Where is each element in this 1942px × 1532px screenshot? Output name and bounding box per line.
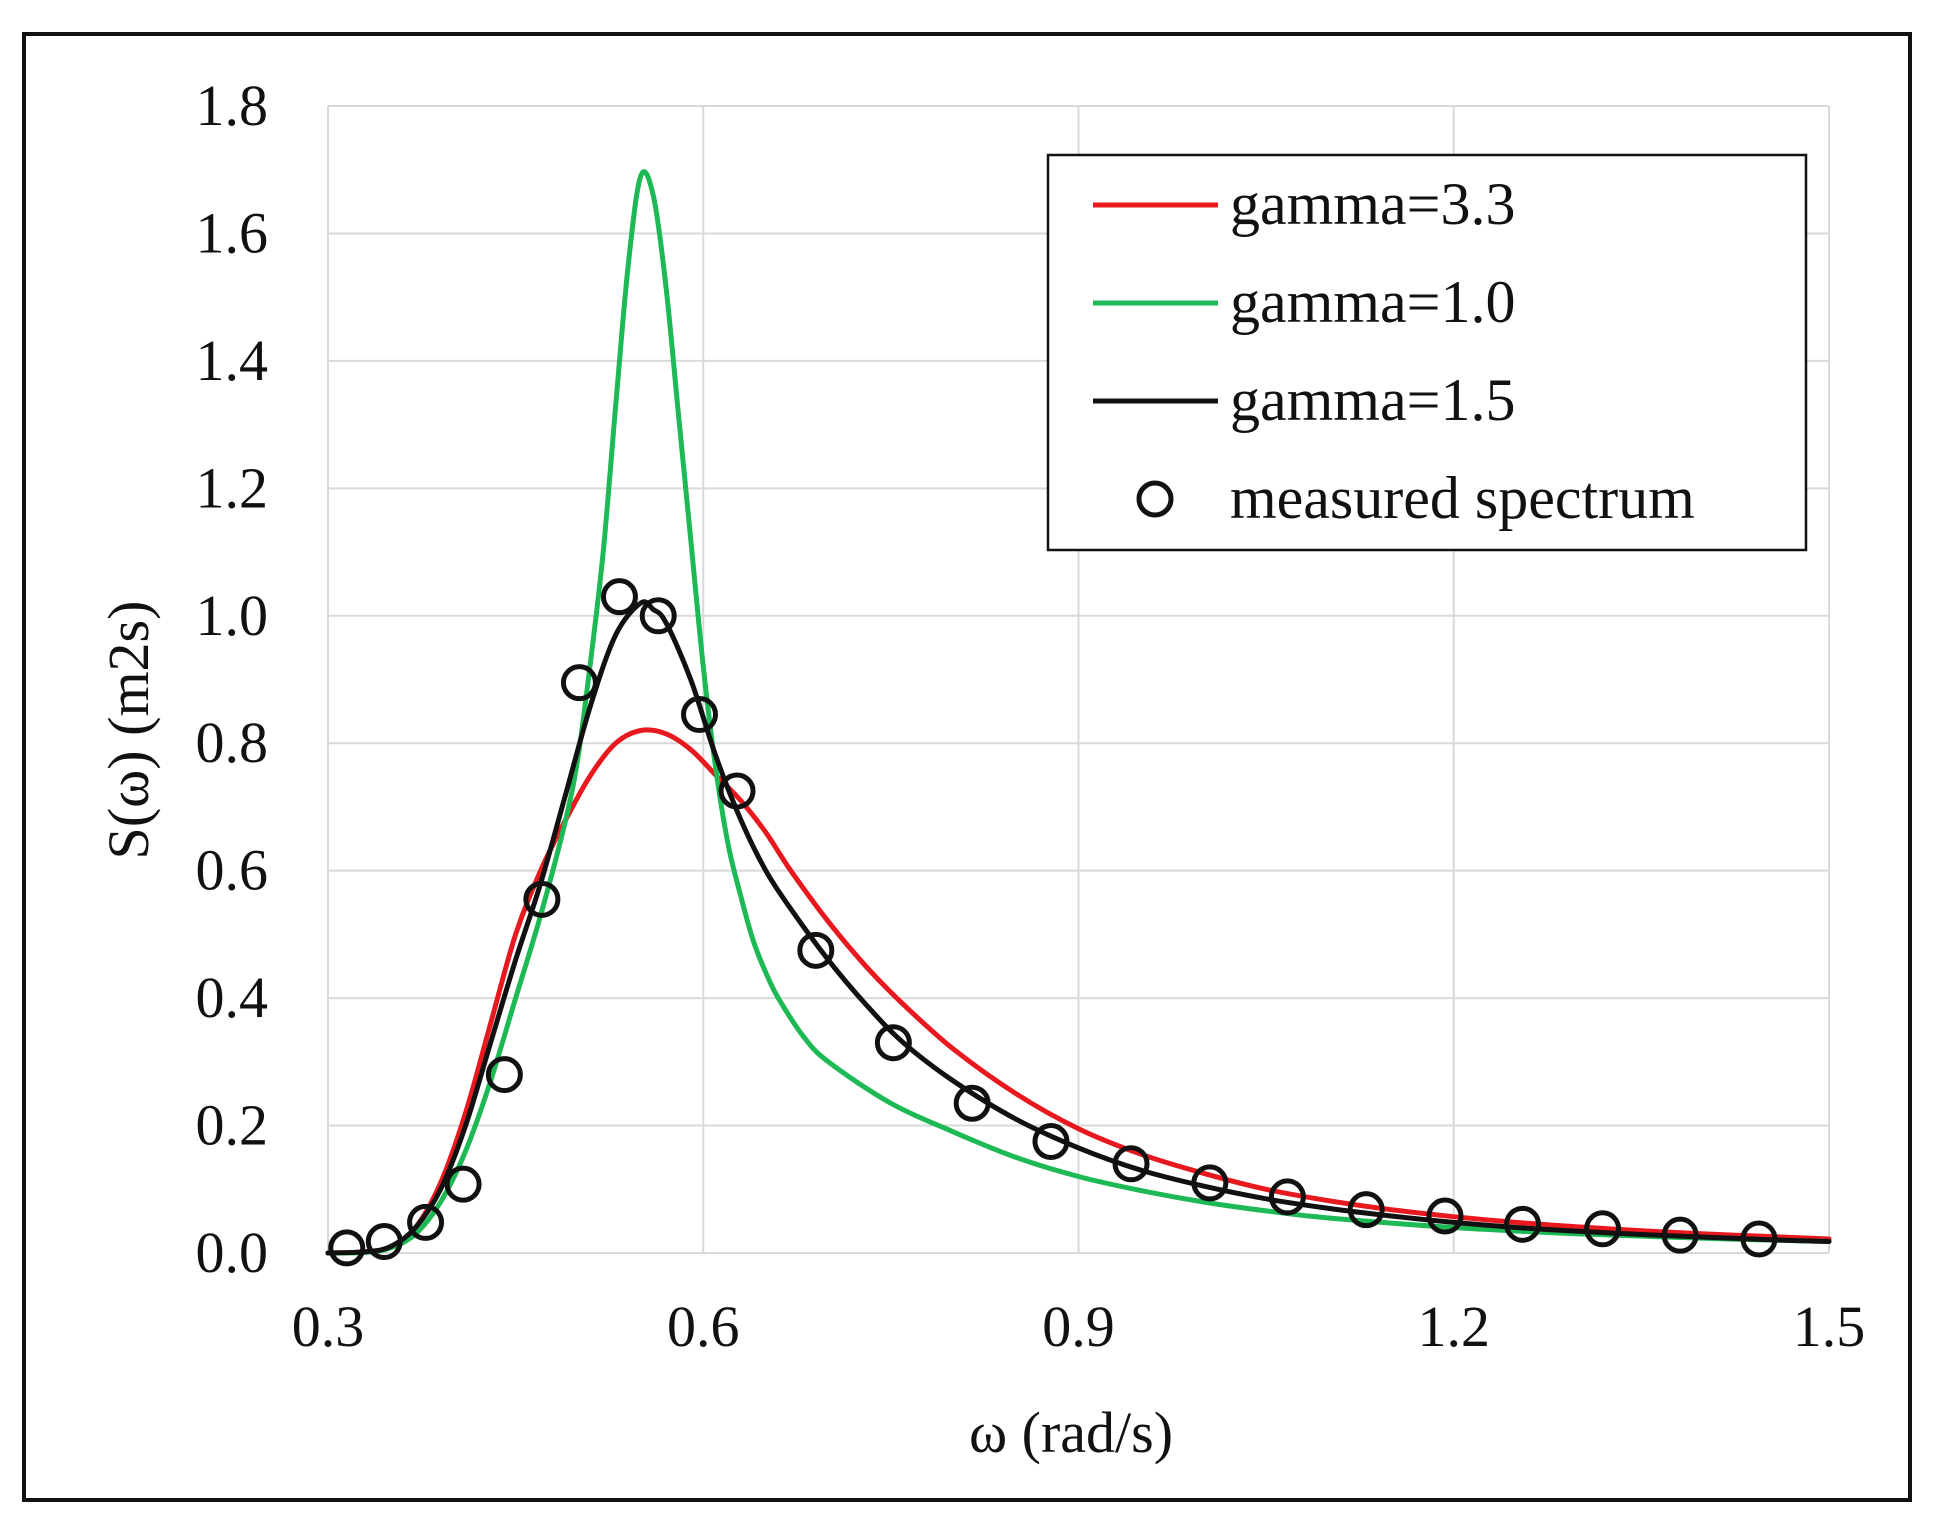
measured-point [1112,1145,1150,1183]
measured-point [1268,1178,1306,1216]
measured-point [1191,1164,1229,1202]
series-layer [325,169,1832,1256]
y-tick-label: 0.2 [196,1093,269,1158]
legend-label-gamma-1.0: gamma=1.0 [1230,269,1515,335]
legend-marker-measured [1136,480,1174,518]
series-line-gamma-1.5 [325,599,1832,1256]
x-tick-label: 1.5 [1793,1294,1866,1359]
measured-point [639,597,677,635]
measured-point [1426,1197,1464,1235]
measured-point [560,664,598,702]
measured-point [328,1229,366,1267]
measured-point [1740,1220,1778,1258]
y-tick-label: 1.2 [196,455,269,520]
measured-point [407,1203,445,1241]
y-tick-label: 0.6 [196,838,269,903]
measured-point [718,772,756,810]
measured-point [444,1165,482,1203]
series-line-gamma-1.0 [325,169,1832,1256]
legend: gamma=3.3 gamma=1.0 gamma=1.5 measured s… [1046,153,1808,552]
y-tick-label: 1.4 [196,328,269,393]
measured-point [365,1223,403,1261]
y-tick-label: 0.8 [196,710,269,775]
x-axis-title: ω (rad/s) [969,1400,1173,1465]
measured-point [1032,1122,1070,1160]
legend-box [1046,153,1808,552]
x-tick-label: 0.3 [292,1294,365,1359]
y-tick-label: 0.4 [196,965,269,1030]
measured-point [1504,1205,1542,1243]
measured-markers [328,578,1778,1267]
measured-point [523,880,561,918]
legend-label-measured-spectrum: measured spectrum [1230,465,1695,531]
y-tick-label: 1.8 [196,73,269,138]
measured-point [600,578,638,616]
tick-labels: 0.0 0.2 0.4 0.6 0.8 1.0 1.2 1.4 1.6 1.8 0.3 0.6 0.9 1… [196,73,1866,1359]
y-tick-label: 1.0 [196,583,269,648]
measured-point [1661,1216,1699,1254]
measured-point [1347,1191,1385,1229]
measured-point [953,1084,991,1122]
y-tick-label: 1.6 [196,200,269,265]
y-axis-title: S(ω) (m2s) [96,601,161,860]
series-line-gamma-3.3 [325,727,1832,1256]
x-tick-label: 0.6 [667,1294,740,1359]
legend-label-gamma-3.3: gamma=3.3 [1230,171,1515,237]
y-tick-label: 0.0 [196,1220,269,1285]
measured-point [797,931,835,969]
legend-label-gamma-1.5: gamma=1.5 [1230,367,1515,433]
x-tick-label: 1.2 [1418,1294,1491,1359]
measured-point [1584,1210,1622,1248]
measured-point [680,696,718,734]
x-tick-label: 0.9 [1042,1294,1115,1359]
measured-point [485,1056,523,1094]
measured-point [874,1024,912,1062]
